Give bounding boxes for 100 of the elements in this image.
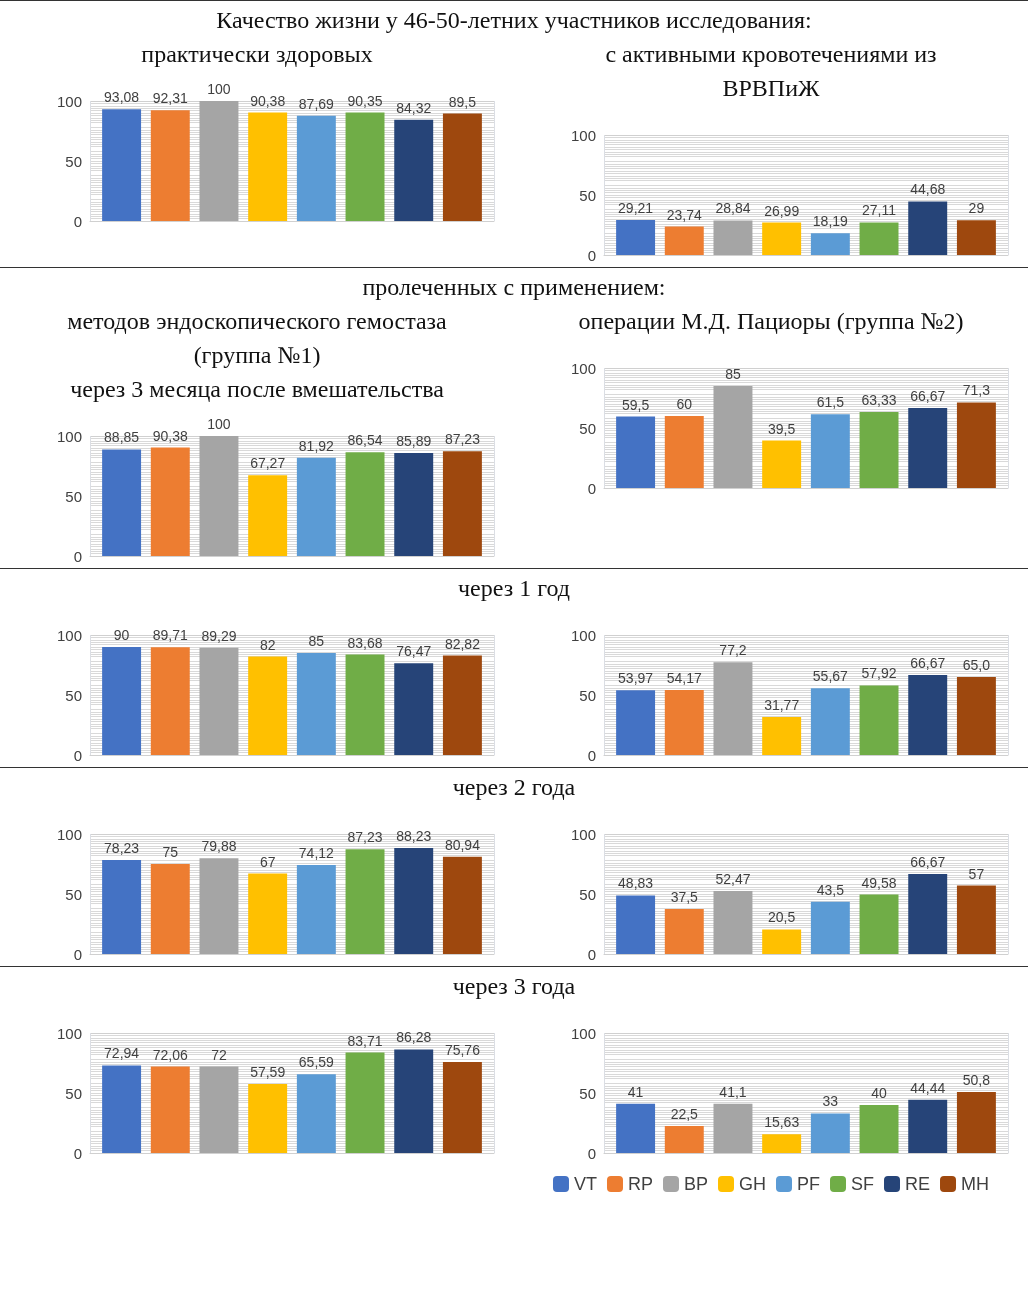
- legend-label: RE: [905, 1174, 931, 1194]
- y-tick-label: 100: [570, 1024, 596, 1042]
- bar: [810, 414, 850, 488]
- data-label: 23,74: [666, 206, 703, 223]
- bar: [908, 874, 948, 954]
- bar: [859, 1105, 899, 1153]
- bar: [762, 929, 802, 954]
- data-label: 89,71: [152, 627, 189, 644]
- data-label: 85,89: [396, 432, 432, 449]
- bar: [394, 119, 434, 221]
- y-tick-label: 50: [65, 1084, 82, 1102]
- bar: [296, 457, 336, 556]
- data-label: 86,28: [396, 1029, 432, 1046]
- bar: [248, 1083, 288, 1153]
- bar: [150, 647, 190, 755]
- data-label: 87,69: [298, 95, 335, 112]
- y-tick-label: 0: [73, 746, 82, 764]
- bar: [762, 716, 802, 755]
- y-tick-label: 50: [579, 885, 596, 903]
- bar: [394, 1049, 434, 1153]
- y-tick-label: 0: [73, 1144, 82, 1162]
- legend-label: VT: [573, 1174, 598, 1194]
- bar: [345, 1052, 385, 1153]
- bar: [102, 647, 142, 755]
- chart-subtitle: методов эндоскопического гемостаза (группа №1): [66, 307, 448, 370]
- bar: [442, 655, 482, 755]
- y-tick-label: 50: [65, 885, 82, 903]
- data-label: 88,23: [396, 828, 432, 845]
- bar: [442, 451, 482, 556]
- data-label: 88,85: [104, 429, 140, 446]
- bar: [810, 901, 850, 954]
- data-label: 26,99: [764, 202, 800, 219]
- data-label: 90,35: [347, 92, 383, 109]
- data-label: 87,23: [444, 431, 481, 448]
- data-label: 75,76: [444, 1042, 481, 1059]
- data-label: 92,31: [152, 90, 189, 107]
- y-tick-label: 100: [570, 825, 596, 843]
- bar: [762, 222, 802, 255]
- bar: [713, 386, 753, 488]
- bar: [956, 677, 996, 755]
- chart-title: через 3 года: [451, 972, 577, 1001]
- bar: [664, 1126, 704, 1153]
- bar: [713, 220, 753, 255]
- bar: [345, 654, 385, 755]
- data-label: 77,2: [719, 642, 747, 659]
- bar: [908, 675, 948, 755]
- data-label: 65,59: [298, 1054, 335, 1071]
- legend-label: MH: [961, 1174, 990, 1194]
- bar: [859, 222, 899, 255]
- bar: [150, 447, 190, 556]
- data-label: 74,12: [298, 845, 335, 862]
- data-label: 28,84: [715, 200, 751, 217]
- chart-title: через 2 года: [451, 773, 577, 802]
- data-label: 52,47: [715, 871, 751, 888]
- bar: [956, 220, 996, 255]
- y-tick-label: 100: [570, 359, 596, 377]
- bar: [199, 436, 239, 556]
- y-tick-label: 100: [570, 126, 596, 144]
- data-label: 85: [725, 366, 741, 382]
- data-label: 82,82: [444, 635, 481, 652]
- legend-label: SF: [851, 1174, 875, 1194]
- bar: [150, 1066, 190, 1153]
- chart-title: через 1 год: [457, 574, 571, 603]
- data-label: 43,5: [816, 881, 845, 898]
- chart-subtitle: операции М.Д. Пациоры (группа №2): [577, 307, 965, 336]
- bar: [394, 663, 434, 755]
- y-tick-label: 50: [65, 152, 82, 170]
- bar: [248, 873, 288, 954]
- data-label: 57: [968, 865, 985, 882]
- legend-label: GH: [739, 1174, 767, 1194]
- y-tick-label: 100: [570, 626, 596, 644]
- bar: [616, 895, 656, 954]
- data-label: 72,06: [152, 1046, 189, 1063]
- bar: [713, 891, 753, 954]
- data-label: 79,88: [201, 838, 237, 855]
- bar: [859, 412, 899, 488]
- data-label: 44,68: [910, 181, 946, 198]
- data-label: 66,67: [910, 388, 946, 404]
- bar: [859, 685, 899, 755]
- text: через 3 месяца после вмешательства: [69, 375, 445, 404]
- y-tick-label: 50: [65, 686, 82, 704]
- data-label: 84,32: [396, 99, 432, 116]
- bar: [102, 860, 142, 954]
- data-label: 18,19: [812, 213, 849, 230]
- bar: [345, 452, 385, 556]
- y-tick-label: 50: [579, 186, 596, 204]
- data-label: 20,5: [768, 909, 796, 926]
- y-tick-label: 100: [56, 92, 82, 110]
- data-label: 90: [113, 627, 130, 643]
- data-label: 80,94: [444, 836, 481, 853]
- y-tick-label: 0: [587, 246, 596, 264]
- bar: [713, 662, 753, 755]
- data-label: 72,94: [104, 1045, 140, 1062]
- bar: [762, 440, 802, 488]
- data-label: 27,11: [862, 202, 897, 219]
- bar: [908, 408, 948, 488]
- data-label: 90,38: [152, 427, 189, 444]
- data-label: 76,47: [396, 643, 432, 660]
- data-label: 63,33: [861, 392, 897, 408]
- data-label: 22,5: [670, 1106, 699, 1122]
